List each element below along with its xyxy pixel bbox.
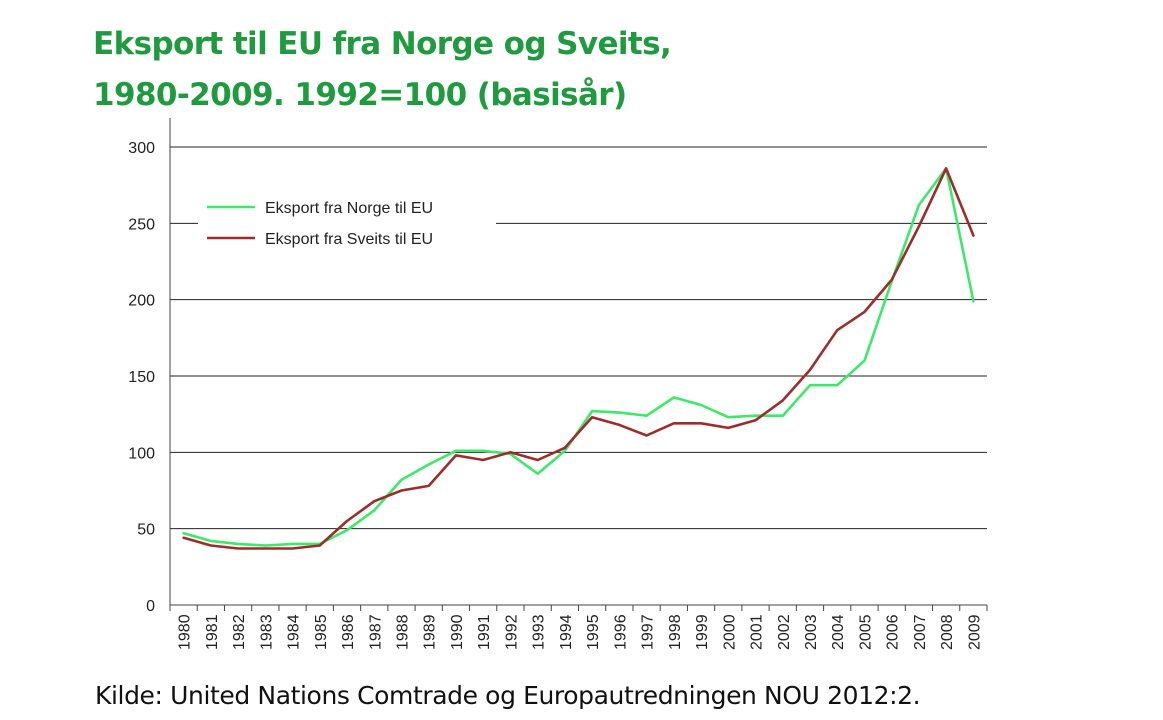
x-tick-label: 1991: [476, 614, 493, 650]
x-tick-label: 1980: [177, 614, 194, 650]
x-tick-label: 2003: [803, 614, 820, 650]
axes: [169, 118, 988, 611]
legend: Eksport fra Norge til EU Eksport fra Svei…: [198, 190, 496, 256]
x-tick-label: 1996: [612, 614, 629, 650]
x-tick-labels: 1980 1981 1982 1983 1984 1985 1986 1987 1988 1989…: [177, 614, 984, 650]
x-tick-label: 1984: [286, 614, 303, 650]
y-tick-label: 200: [128, 293, 155, 310]
y-tick-label: 150: [128, 369, 155, 386]
x-tick-label: 1990: [449, 614, 466, 650]
series-line-sveits: [182, 167, 975, 550]
x-tick-label: 1994: [558, 614, 575, 650]
y-tick-label: 0: [146, 598, 155, 615]
x-tick-label: 2008: [939, 614, 956, 650]
x-tick-label: 1988: [394, 614, 411, 650]
x-tick-label: 2006: [885, 614, 902, 650]
chart-title-line-2: 1980-2009. 1992=100 (basisår): [93, 77, 627, 113]
x-tick-label: 1995: [585, 614, 602, 650]
legend-label: Eksport fra Sveits til EU: [265, 231, 433, 248]
y-tick-label: 100: [128, 445, 155, 462]
x-tick-label: 1986: [340, 614, 357, 650]
x-tick-label: 1987: [367, 614, 384, 650]
x-tick-label: 1981: [204, 614, 221, 650]
legend-box: [198, 190, 496, 256]
legend-label: Eksport fra Norge til EU: [265, 200, 433, 217]
x-tick-label: 1999: [694, 614, 711, 650]
x-tick-label: 2009: [966, 614, 983, 650]
source-note: Kilde: United Nations Comtrade og Europa…: [95, 681, 921, 710]
x-tick-label: 1998: [667, 614, 684, 650]
x-tick-label: 1993: [531, 614, 548, 650]
x-tick-label: 2004: [830, 614, 847, 650]
x-tick-label: 2005: [857, 614, 874, 650]
y-tick-labels: 0 50 100 150 200 250 300: [128, 140, 155, 615]
x-tick-label: 2002: [776, 614, 793, 650]
chart-title-line-1: Eksport til EU fra Norge og Sveits,: [93, 26, 672, 62]
y-tick-label: 250: [128, 216, 155, 233]
x-tick-label: 2007: [912, 614, 929, 650]
x-tick-label: 2000: [721, 614, 738, 650]
x-tick-label: 1983: [258, 614, 275, 650]
series-lines: [182, 167, 975, 550]
x-tick-label: 1982: [231, 614, 248, 650]
x-tick-label: 1985: [313, 614, 330, 650]
x-tick-label: 2001: [749, 614, 766, 650]
x-tick-label: 1992: [503, 614, 520, 650]
y-tick-label: 300: [128, 140, 155, 157]
y-tick-label: 50: [137, 522, 155, 539]
x-tick-label: 1989: [422, 614, 439, 650]
x-tick-label: 1997: [640, 614, 657, 650]
